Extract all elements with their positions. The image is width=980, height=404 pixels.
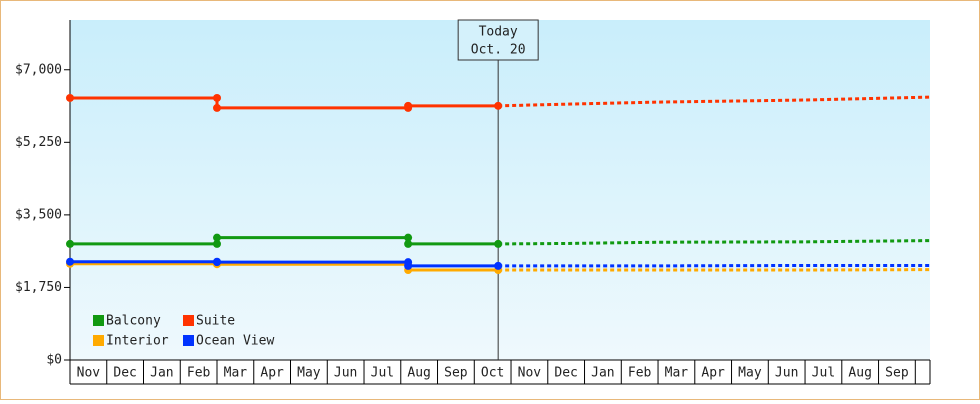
y-tick-label: $3,500 (15, 207, 62, 222)
legend-swatch (93, 335, 104, 346)
point (404, 102, 412, 110)
today-label: Oct. 20 (471, 43, 526, 58)
x-tick-label: Apr (260, 366, 284, 381)
point (213, 234, 221, 242)
y-tick-label: $1,750 (15, 280, 62, 295)
x-tick-label: Jul (371, 366, 394, 381)
x-tick-label: Oct (481, 366, 504, 381)
point (494, 102, 502, 110)
legend-label: Ocean View (196, 334, 274, 349)
x-tick-label: Dec (554, 366, 577, 381)
x-tick-label: Jun (334, 366, 357, 381)
y-tick-label: $7,000 (15, 62, 62, 77)
y-tick-label: $5,250 (15, 135, 62, 150)
x-tick-label: Jul (812, 366, 835, 381)
legend-label: Suite (196, 314, 235, 329)
legend-label: Balcony (106, 314, 161, 329)
x-tick-label: Nov (518, 366, 542, 381)
point (494, 262, 502, 270)
x-tick-label: Jan (591, 366, 614, 381)
x-tick-label: Jun (775, 366, 798, 381)
point (66, 258, 74, 266)
point (213, 104, 221, 112)
today-label: Today (479, 25, 518, 40)
point (494, 240, 502, 248)
x-tick-label: Sep (444, 366, 468, 381)
x-tick-label: Aug (848, 366, 871, 381)
point (213, 94, 221, 102)
x-tick-label: Aug (407, 366, 430, 381)
point (404, 262, 412, 270)
x-tick-label: Nov (77, 366, 101, 381)
x-tick-label: Feb (187, 366, 211, 381)
legend-swatch (93, 315, 104, 326)
point (213, 258, 221, 266)
plot-area (70, 20, 930, 360)
legend-swatch (183, 315, 194, 326)
point (404, 240, 412, 248)
x-tick-label: Jan (150, 366, 173, 381)
x-tick-label: Feb (628, 366, 652, 381)
point (66, 94, 74, 102)
x-tick-label: Dec (113, 366, 136, 381)
x-tick-label: Mar (665, 366, 689, 381)
x-tick-label: May (297, 366, 321, 381)
x-tick-label: Sep (885, 366, 909, 381)
y-tick-label: $0 (46, 353, 62, 368)
legend-label: Interior (106, 334, 169, 349)
x-tick-label: Mar (224, 366, 248, 381)
point (66, 240, 74, 248)
x-tick-label: May (738, 366, 762, 381)
legend-swatch (183, 335, 194, 346)
x-tick-label: Apr (701, 366, 725, 381)
